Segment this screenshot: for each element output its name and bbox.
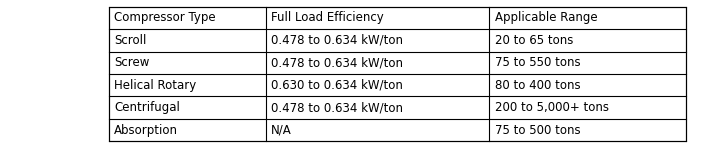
- Text: 0.478 to 0.634 kW/ton: 0.478 to 0.634 kW/ton: [271, 34, 403, 47]
- Text: Full Load Efficiency: Full Load Efficiency: [271, 11, 384, 24]
- Text: N/A: N/A: [271, 124, 292, 137]
- Text: Absorption: Absorption: [114, 124, 178, 137]
- Bar: [109, 7, 686, 141]
- Text: 20 to 65 tons: 20 to 65 tons: [495, 34, 573, 47]
- Text: Helical Rotary: Helical Rotary: [114, 79, 196, 92]
- Text: 75 to 500 tons: 75 to 500 tons: [495, 124, 580, 137]
- Text: 80 to 400 tons: 80 to 400 tons: [495, 79, 580, 92]
- Text: 75 to 550 tons: 75 to 550 tons: [495, 56, 580, 69]
- Text: 0.478 to 0.634 kW/ton: 0.478 to 0.634 kW/ton: [271, 56, 403, 69]
- Text: 200 to 5,000+ tons: 200 to 5,000+ tons: [495, 101, 609, 114]
- Text: Scroll: Scroll: [114, 34, 147, 47]
- Text: Centrifugal: Centrifugal: [114, 101, 180, 114]
- Text: Screw: Screw: [114, 56, 149, 69]
- Text: 0.478 to 0.634 kW/ton: 0.478 to 0.634 kW/ton: [271, 101, 403, 114]
- Text: Applicable Range: Applicable Range: [495, 11, 598, 24]
- Text: Compressor Type: Compressor Type: [114, 11, 216, 24]
- Text: 0.630 to 0.634 kW/ton: 0.630 to 0.634 kW/ton: [271, 79, 403, 92]
